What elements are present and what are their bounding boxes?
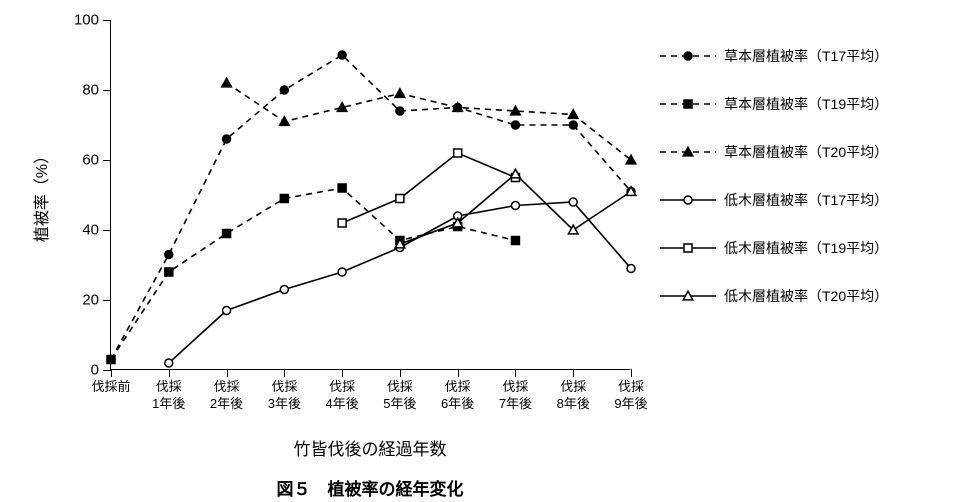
x-tick-label: 伐採9年後	[614, 379, 647, 413]
x-tick-label: 伐採2年後	[210, 379, 243, 413]
plot-svg	[111, 20, 631, 370]
legend-item: 低木層植被率（T19平均）	[660, 237, 888, 259]
legend-label: 低木層植被率（T20平均）	[724, 286, 888, 306]
x-tick-label: 伐採8年後	[557, 379, 590, 413]
legend: 草本層植被率（T17平均） 草本層植被率（T19平均） 草本層植被率（T20平均） 低…	[660, 45, 888, 333]
x-tick	[169, 369, 170, 377]
series-marker	[338, 268, 346, 276]
x-tick	[573, 369, 574, 377]
series-marker	[222, 78, 232, 87]
series-marker	[165, 251, 173, 259]
x-tick-label: 伐採7年後	[499, 379, 532, 413]
legend-swatch	[660, 141, 716, 163]
figure-caption: 図５ 植被率の経年変化	[277, 475, 464, 500]
legend-label: 草本層植被率（T19平均）	[724, 94, 888, 114]
legend-swatch	[660, 285, 716, 307]
legend-item: 低木層植被率（T20平均）	[660, 285, 888, 307]
x-tick	[227, 369, 228, 377]
series-marker	[569, 121, 577, 129]
y-tick	[103, 20, 111, 21]
y-tick-label: 80	[82, 82, 99, 99]
legend-label: 低木層植被率（T17平均）	[724, 190, 888, 210]
legend-swatch	[660, 45, 716, 67]
legend-item: 草本層植被率（T19平均）	[660, 93, 888, 115]
series-marker	[396, 107, 404, 115]
x-tick	[458, 369, 459, 377]
series-marker	[627, 265, 635, 273]
x-axis-title: 竹皆伐後の経過年数	[294, 435, 447, 460]
legend-swatch	[660, 237, 716, 259]
y-tick	[103, 300, 111, 301]
legend-label: 草本層植被率（T17平均）	[724, 46, 888, 66]
series-marker	[223, 307, 231, 315]
series-marker	[107, 356, 115, 364]
x-tick-label: 伐採4年後	[325, 379, 358, 413]
x-tick-label: 伐採3年後	[268, 379, 301, 413]
series-marker	[223, 230, 231, 238]
y-tick-label: 100	[74, 12, 99, 29]
y-tick	[103, 370, 111, 371]
series-marker	[280, 286, 288, 294]
series-marker	[338, 51, 346, 59]
series-marker	[454, 149, 462, 157]
legend-label: 低木層植被率（T19平均）	[724, 238, 888, 258]
series-line	[342, 153, 515, 223]
series-marker	[569, 198, 577, 206]
plot-area: 020406080100伐採前伐採1年後伐採2年後伐採3年後伐採4年後伐採5年後…	[110, 20, 630, 370]
legend-item: 草本層植被率（T17平均）	[660, 45, 888, 67]
x-tick	[515, 369, 516, 377]
legend-item: 草本層植被率（T20平均）	[660, 141, 888, 163]
x-tick-label: 伐採6年後	[441, 379, 474, 413]
x-tick-label: 伐採前	[91, 379, 130, 396]
series-marker	[396, 195, 404, 203]
legend-item: 低木層植被率（T17平均）	[660, 189, 888, 211]
x-tick	[284, 369, 285, 377]
y-tick-label: 40	[82, 222, 99, 239]
y-tick	[103, 90, 111, 91]
y-tick	[103, 160, 111, 161]
y-tick-label: 60	[82, 152, 99, 169]
series-marker	[511, 202, 519, 210]
chart-container: 植被率（%） 020406080100伐採前伐採1年後伐採2年後伐採3年後伐採4…	[0, 0, 960, 502]
series-marker	[280, 86, 288, 94]
x-tick	[400, 369, 401, 377]
y-tick	[103, 230, 111, 231]
x-tick	[111, 369, 112, 377]
series-marker	[568, 110, 578, 119]
series-marker	[338, 184, 346, 192]
y-tick-label: 20	[82, 292, 99, 309]
x-tick	[631, 369, 632, 377]
series-marker	[223, 135, 231, 143]
series-marker	[165, 268, 173, 276]
legend-swatch	[660, 189, 716, 211]
y-axis-title: 植被率（%）	[28, 148, 52, 242]
series-marker	[511, 237, 519, 245]
x-tick	[342, 369, 343, 377]
x-tick-label: 伐採1年後	[152, 379, 185, 413]
series-marker	[165, 359, 173, 367]
series-marker	[395, 89, 405, 98]
x-tick-label: 伐採5年後	[383, 379, 416, 413]
series-marker	[280, 195, 288, 203]
y-tick-label: 0	[91, 362, 99, 379]
series-marker	[511, 121, 519, 129]
series-marker	[280, 117, 290, 126]
legend-label: 草本層植被率（T20平均）	[724, 142, 888, 162]
series-marker	[338, 219, 346, 227]
legend-swatch	[660, 93, 716, 115]
